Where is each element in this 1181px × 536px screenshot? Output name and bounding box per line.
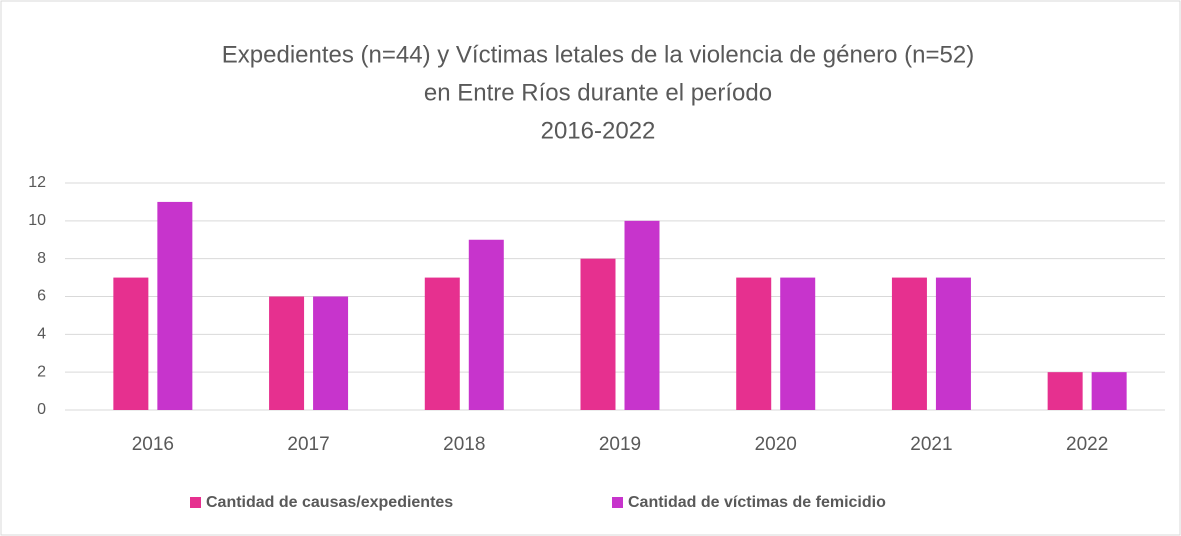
x-tick-label: 2019 bbox=[599, 434, 641, 455]
x-tick-label: 2020 bbox=[755, 434, 797, 455]
y-tick-label: 6 bbox=[37, 288, 46, 305]
x-tick-label: 2016 bbox=[132, 434, 174, 455]
chart-title: en Entre Ríos durante el período bbox=[424, 79, 772, 106]
x-tick-label: 2021 bbox=[910, 434, 952, 455]
x-tick-label: 2017 bbox=[287, 434, 329, 455]
bar bbox=[891, 277, 927, 410]
bar bbox=[269, 296, 305, 410]
bar bbox=[1091, 372, 1127, 410]
legend-swatch bbox=[612, 497, 623, 508]
bar bbox=[580, 258, 616, 410]
y-tick-label: 0 bbox=[37, 401, 46, 418]
bar bbox=[157, 201, 193, 410]
bar bbox=[424, 277, 460, 410]
bar bbox=[313, 296, 349, 410]
bar bbox=[1047, 372, 1083, 410]
legend-swatch bbox=[190, 497, 201, 508]
bar bbox=[468, 239, 504, 410]
y-tick-label: 4 bbox=[37, 326, 46, 343]
bar bbox=[736, 277, 772, 410]
legend-label: Cantidad de víctimas de femicidio bbox=[628, 494, 886, 511]
bar bbox=[780, 277, 816, 410]
x-tick-label: 2022 bbox=[1066, 434, 1108, 455]
bar bbox=[935, 277, 971, 410]
y-tick-label: 12 bbox=[28, 174, 46, 191]
chart-title: Expedientes (n=44) y Víctimas letales de… bbox=[222, 41, 974, 68]
y-tick-label: 2 bbox=[37, 363, 46, 380]
bar bbox=[113, 277, 149, 410]
bar bbox=[624, 220, 660, 410]
legend-label: Cantidad de causas/expedientes bbox=[206, 494, 453, 511]
x-tick-label: 2018 bbox=[443, 434, 485, 455]
y-tick-label: 8 bbox=[37, 250, 46, 267]
y-tick-label: 10 bbox=[28, 212, 46, 229]
chart-title: 2016-2022 bbox=[541, 117, 656, 144]
